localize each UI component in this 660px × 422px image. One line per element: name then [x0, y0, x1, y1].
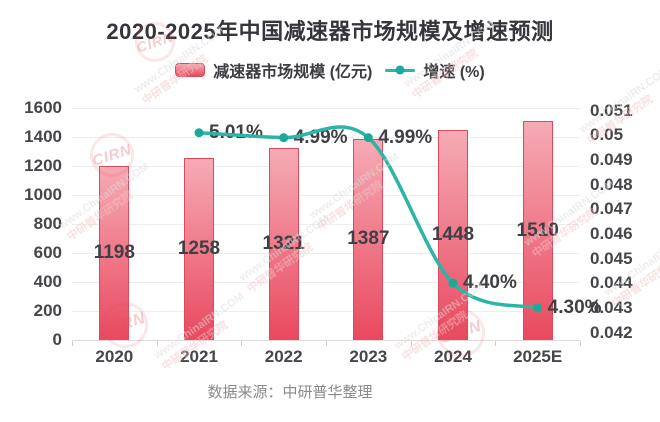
left-axis-tick-label: 400 [33, 272, 62, 291]
right-axis-tick-label: 0.05 [590, 125, 624, 145]
line-series-dot-icon [395, 65, 405, 75]
left-axis-tick-label: 800 [33, 214, 62, 233]
x-axis-tick [580, 341, 581, 346]
gridline [72, 224, 580, 225]
bar-value-label: 1387 [347, 228, 390, 250]
data-source: 数据来源：中研普华整理 [207, 384, 373, 401]
bar-value-label: 1258 [177, 237, 221, 259]
right-axis-tick-label: 0.047 [590, 199, 633, 219]
right-axis-tick-label: 0.042 [590, 322, 633, 342]
x-axis-tick [326, 341, 327, 346]
x-axis-label-2021: 2021 [180, 347, 218, 366]
right-axis-tick-label: 0.048 [590, 174, 633, 194]
left-axis-tick-label: 0 [52, 330, 62, 349]
x-axis-label-2022: 2022 [264, 347, 303, 366]
right-axis-tick-label: 0.051 [590, 100, 633, 120]
right-axis-tick-label: 0.046 [590, 223, 633, 243]
gridline [72, 108, 580, 109]
x-axis-tick [495, 341, 497, 346]
left-axis-tick-label: 1600 [24, 98, 62, 117]
x-axis-tick [72, 341, 73, 346]
legend-item-market-size: 减速器市场规模 (亿元) [175, 58, 372, 82]
x-axis-label-2020: 2020 [95, 347, 134, 366]
bar-value-label: 1198 [93, 242, 135, 264]
gridline [72, 311, 580, 312]
bar-2020 [99, 166, 130, 340]
right-axis-tick-label: 0.044 [590, 273, 633, 293]
gridline [72, 166, 580, 167]
legend: 减速器市场规模 (亿元) 增速 (%) [0, 58, 660, 82]
growth-value-label: 4.99% [293, 126, 348, 148]
gridline [72, 253, 580, 254]
gridline [72, 195, 580, 196]
x-axis-tick [156, 341, 158, 346]
line-series-swatch-icon [385, 65, 416, 75]
left-axis-tick-label: 600 [33, 243, 62, 262]
growth-value-label: 5.01% [209, 121, 263, 143]
left-axis-tick-label: 1000 [24, 185, 62, 204]
x-axis-label-2025E: 2025E [513, 347, 563, 366]
x-axis-label-2024: 2024 [434, 347, 472, 366]
growth-value-label: 4.99% [378, 126, 433, 148]
x-axis-line [72, 340, 580, 341]
left-axis-tick-label: 1200 [24, 156, 62, 175]
bar-series-swatch-icon [175, 63, 206, 77]
x-axis-tick [410, 341, 412, 346]
legend-label-market-size: 减速器市场规模 (亿元) [213, 64, 373, 81]
bar-value-label: 1448 [431, 224, 475, 246]
x-axis-tick [241, 341, 243, 346]
right-axis-tick-label: 0.043 [590, 297, 633, 317]
legend-item-growth-rate: 增速 (%) [385, 58, 485, 82]
chart-title: 2020-2025年中国减速器市场规模及增速预测 [106, 19, 554, 44]
bar-value-label: 1321 [262, 233, 305, 255]
left-axis-tick-label: 1400 [24, 127, 62, 146]
growth-value-label: 4.30% [547, 296, 602, 318]
legend-label-growth-rate: 增速 (%) [423, 64, 485, 81]
right-axis-tick-label: 0.049 [590, 149, 633, 169]
bar-value-label: 1510 [516, 219, 559, 241]
x-axis-label-2023: 2023 [349, 347, 388, 366]
growth-value-label: 4.40% [463, 272, 517, 294]
left-axis-tick-label: 200 [33, 301, 62, 320]
right-axis-tick-label: 0.045 [590, 248, 633, 268]
